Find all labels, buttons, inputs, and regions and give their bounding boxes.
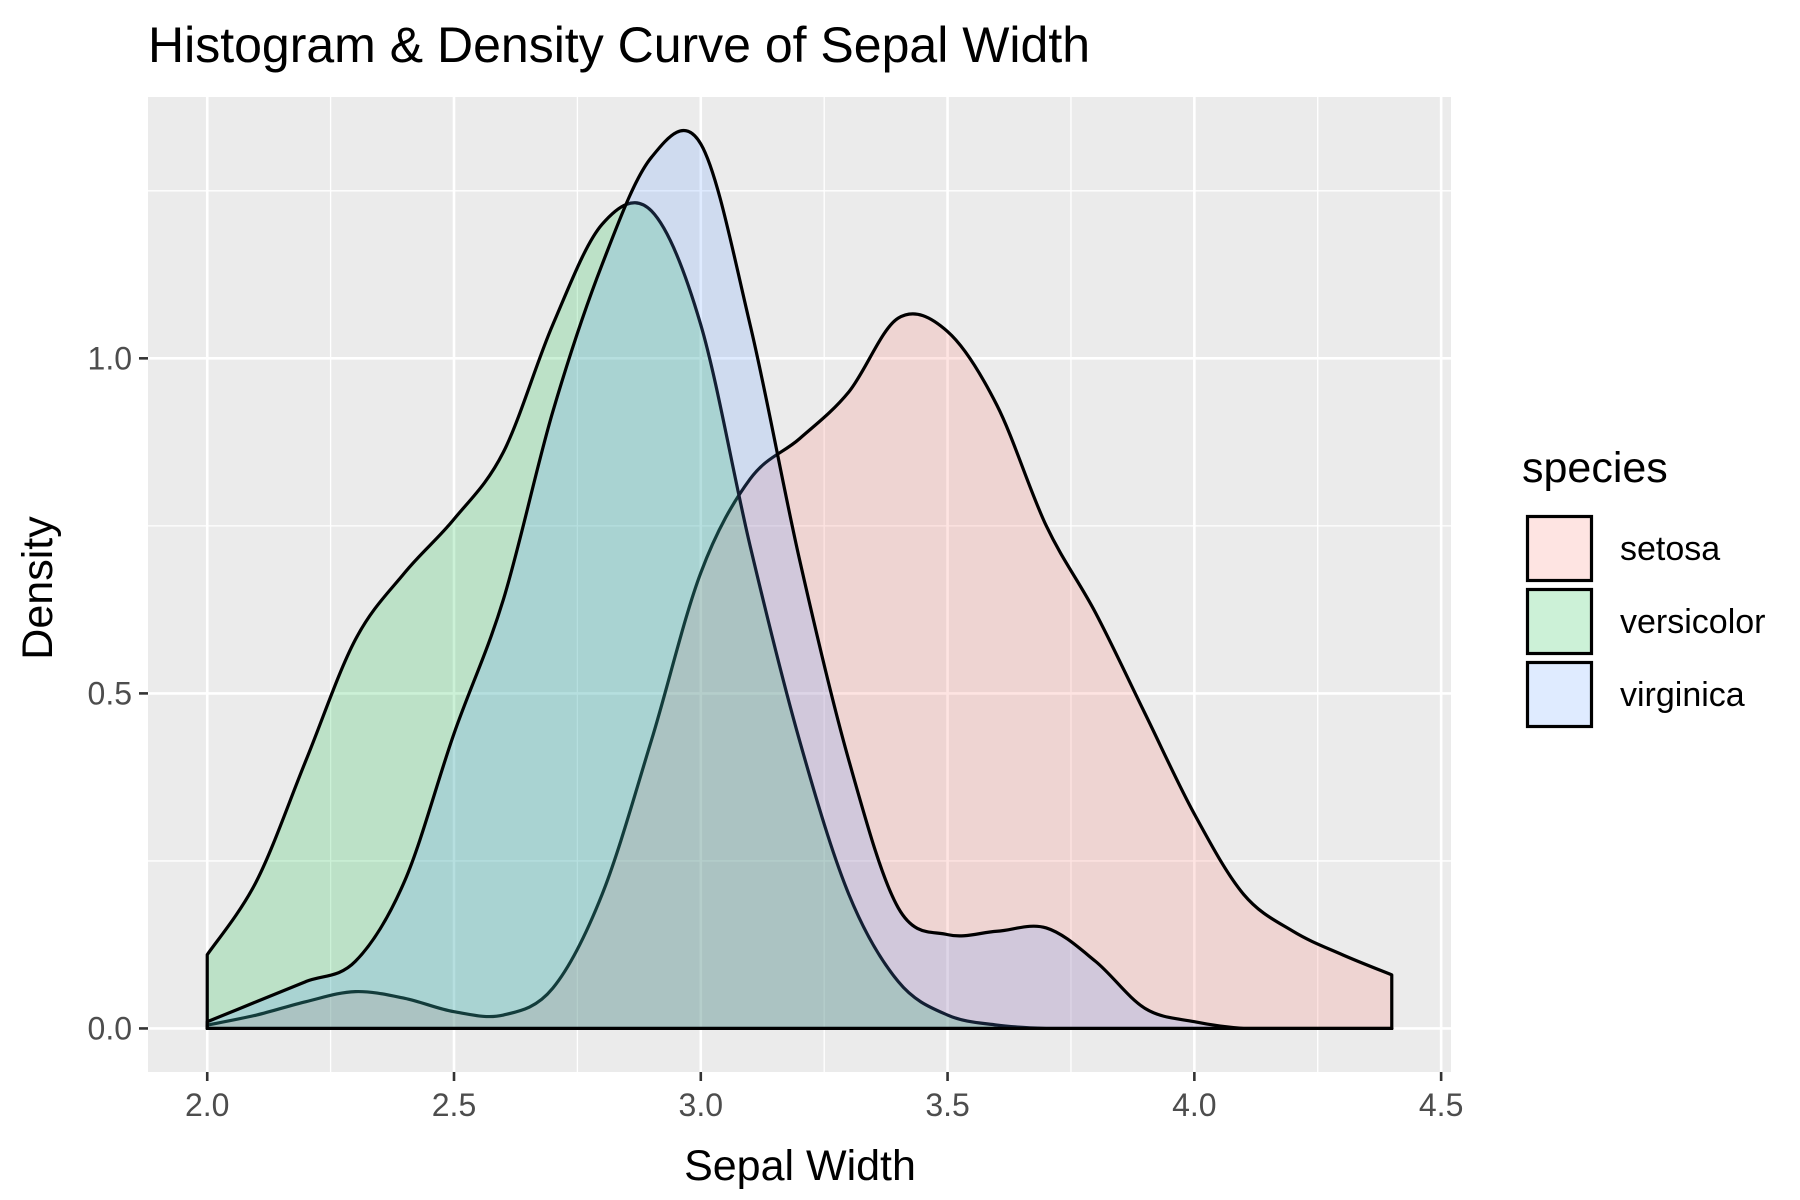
x-tick-label: 3.0	[679, 1087, 723, 1123]
y-tick-label: 0.5	[88, 675, 132, 711]
legend-label-versicolor: versicolor	[1620, 603, 1765, 641]
x-tick-label: 4.0	[1172, 1087, 1216, 1123]
minor-gridlines	[148, 97, 1451, 1072]
legend-key-virginica	[1525, 660, 1594, 729]
y-tick-label: 1.0	[88, 340, 132, 376]
legend-key-bg	[1526, 588, 1593, 655]
density-area-setosa	[205, 312, 1394, 1031]
x-axis-title: Sepal Width	[684, 1142, 916, 1190]
chart-title: Histogram & Density Curve of Sepal Width	[148, 17, 1090, 73]
x-tick-label: 3.5	[925, 1087, 969, 1123]
x-tick-label: 2.5	[432, 1087, 476, 1123]
x-tick-label: 2.0	[185, 1087, 229, 1123]
y-tick-label: 0.0	[88, 1010, 132, 1046]
legend-key-bg	[1526, 515, 1593, 582]
density-areas	[205, 129, 1394, 1031]
density-area-virginica	[205, 129, 1394, 1031]
x-tick-label: 4.5	[1419, 1087, 1463, 1123]
y-axis-title: Density	[14, 516, 62, 660]
legend: species setosa versicolor virginica	[1522, 444, 1765, 729]
plot-panel	[148, 97, 1451, 1072]
legend-title: species	[1522, 444, 1668, 492]
legend-key-setosa	[1525, 514, 1594, 583]
legend-label-virginica: virginica	[1620, 676, 1745, 714]
legend-key-versicolor	[1525, 587, 1594, 656]
legend-key-bg	[1526, 661, 1593, 728]
y-axis: 0.0 0.5 1.0	[88, 340, 148, 1046]
legend-label-setosa: setosa	[1620, 530, 1720, 568]
x-axis: 2.0 2.5 3.0 3.5 4.0 4.5	[185, 1072, 1463, 1123]
